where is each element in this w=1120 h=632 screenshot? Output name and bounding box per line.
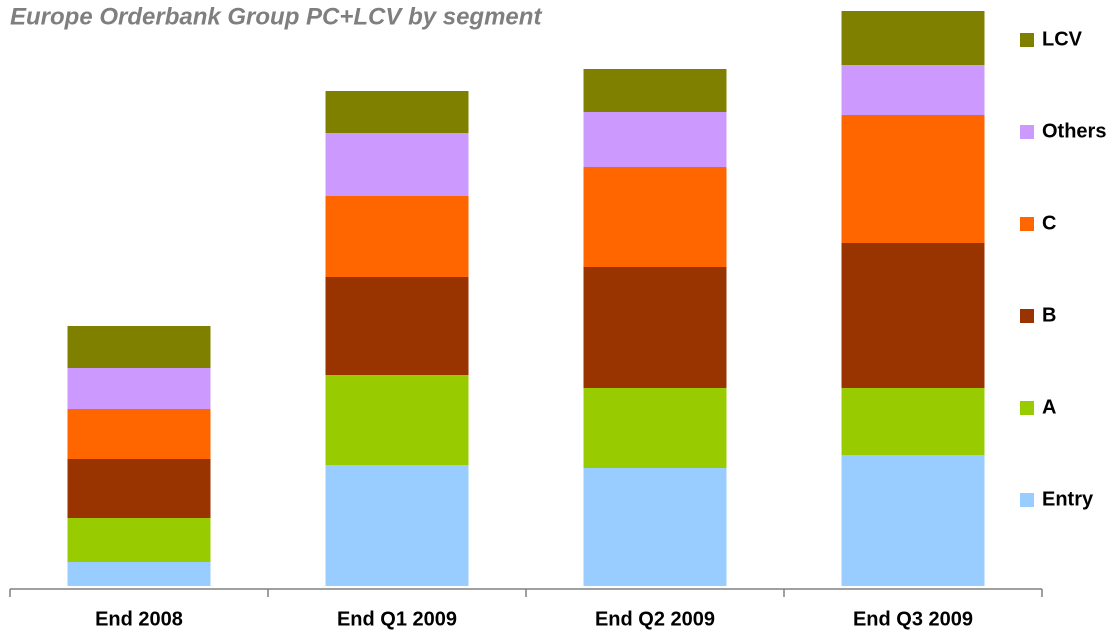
x-tick-label: End Q1 2009 [337, 608, 457, 630]
bar-segment [67, 326, 211, 368]
legend-swatch [1020, 125, 1034, 139]
bar-segment [583, 69, 727, 112]
bar-segment [841, 455, 985, 586]
bar-segment [841, 65, 985, 115]
x-tick-label: End 2008 [95, 608, 183, 630]
bar-segment [67, 562, 211, 586]
bar-segment [325, 91, 469, 133]
legend-swatch [1020, 493, 1034, 507]
legend-label: C [1042, 212, 1056, 234]
bar-segment [325, 375, 469, 465]
bar-segment [841, 388, 985, 455]
legend-label: Others [1042, 120, 1106, 142]
bar-segment [583, 267, 727, 388]
bar-segment [583, 388, 727, 468]
bar-segment [325, 133, 469, 196]
bar-segment [583, 468, 727, 586]
bar-segment [67, 368, 211, 409]
legend-label: Entry [1042, 488, 1094, 510]
bar-segment [325, 465, 469, 586]
x-tick-label: End Q3 2009 [853, 608, 973, 630]
legend-swatch [1020, 309, 1034, 323]
bar-segment [583, 167, 727, 267]
bar-segment [841, 243, 985, 388]
legend-swatch [1020, 217, 1034, 231]
bar-segment [325, 196, 469, 277]
legend-label: LCV [1042, 28, 1083, 50]
chart-title: Europe Orderbank Group PC+LCV by segment [10, 3, 542, 30]
bar-segment [325, 277, 469, 375]
legend-swatch [1020, 401, 1034, 415]
bar-segment [67, 409, 211, 459]
x-tick-label: End Q2 2009 [595, 608, 715, 630]
bar-segment [67, 459, 211, 518]
bar-segment [67, 518, 211, 562]
bar-segment [583, 112, 727, 167]
legend-label: A [1042, 396, 1056, 418]
legend-label: B [1042, 304, 1056, 326]
bar-segment [841, 11, 985, 65]
legend-swatch [1020, 33, 1034, 47]
bar-segment [841, 115, 985, 243]
